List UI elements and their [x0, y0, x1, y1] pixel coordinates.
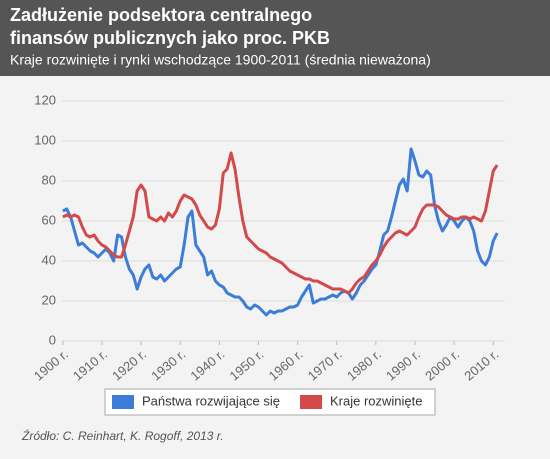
legend-swatch [300, 395, 322, 409]
y-tick-label: 60 [42, 212, 56, 227]
legend-label: Kraje rozwinięte [330, 393, 423, 408]
header [0, 0, 550, 76]
y-tick-label: 100 [34, 132, 56, 147]
y-tick-label: 20 [42, 292, 56, 307]
y-tick-label: 0 [49, 332, 56, 347]
chart-title: finansów publicznych jako proc. PKB [10, 28, 330, 48]
y-tick-label: 80 [42, 172, 56, 187]
line [62, 151, 499, 295]
source: Źródło: C. Reinhart, K. Rogoff, 2013 r. [21, 428, 224, 443]
chart-subtitle: Kraje rozwinięte i rynki wschodzące 1900… [10, 52, 431, 68]
legend-label: Państwa rozwijające się [142, 393, 280, 408]
legend [104, 388, 436, 416]
line [62, 147, 499, 317]
chart-title: Zadłużenie podsektora centralnego [10, 5, 312, 25]
y-tick-label: 40 [42, 252, 56, 267]
legend-swatch [112, 395, 134, 409]
y-tick-label: 120 [34, 92, 56, 107]
